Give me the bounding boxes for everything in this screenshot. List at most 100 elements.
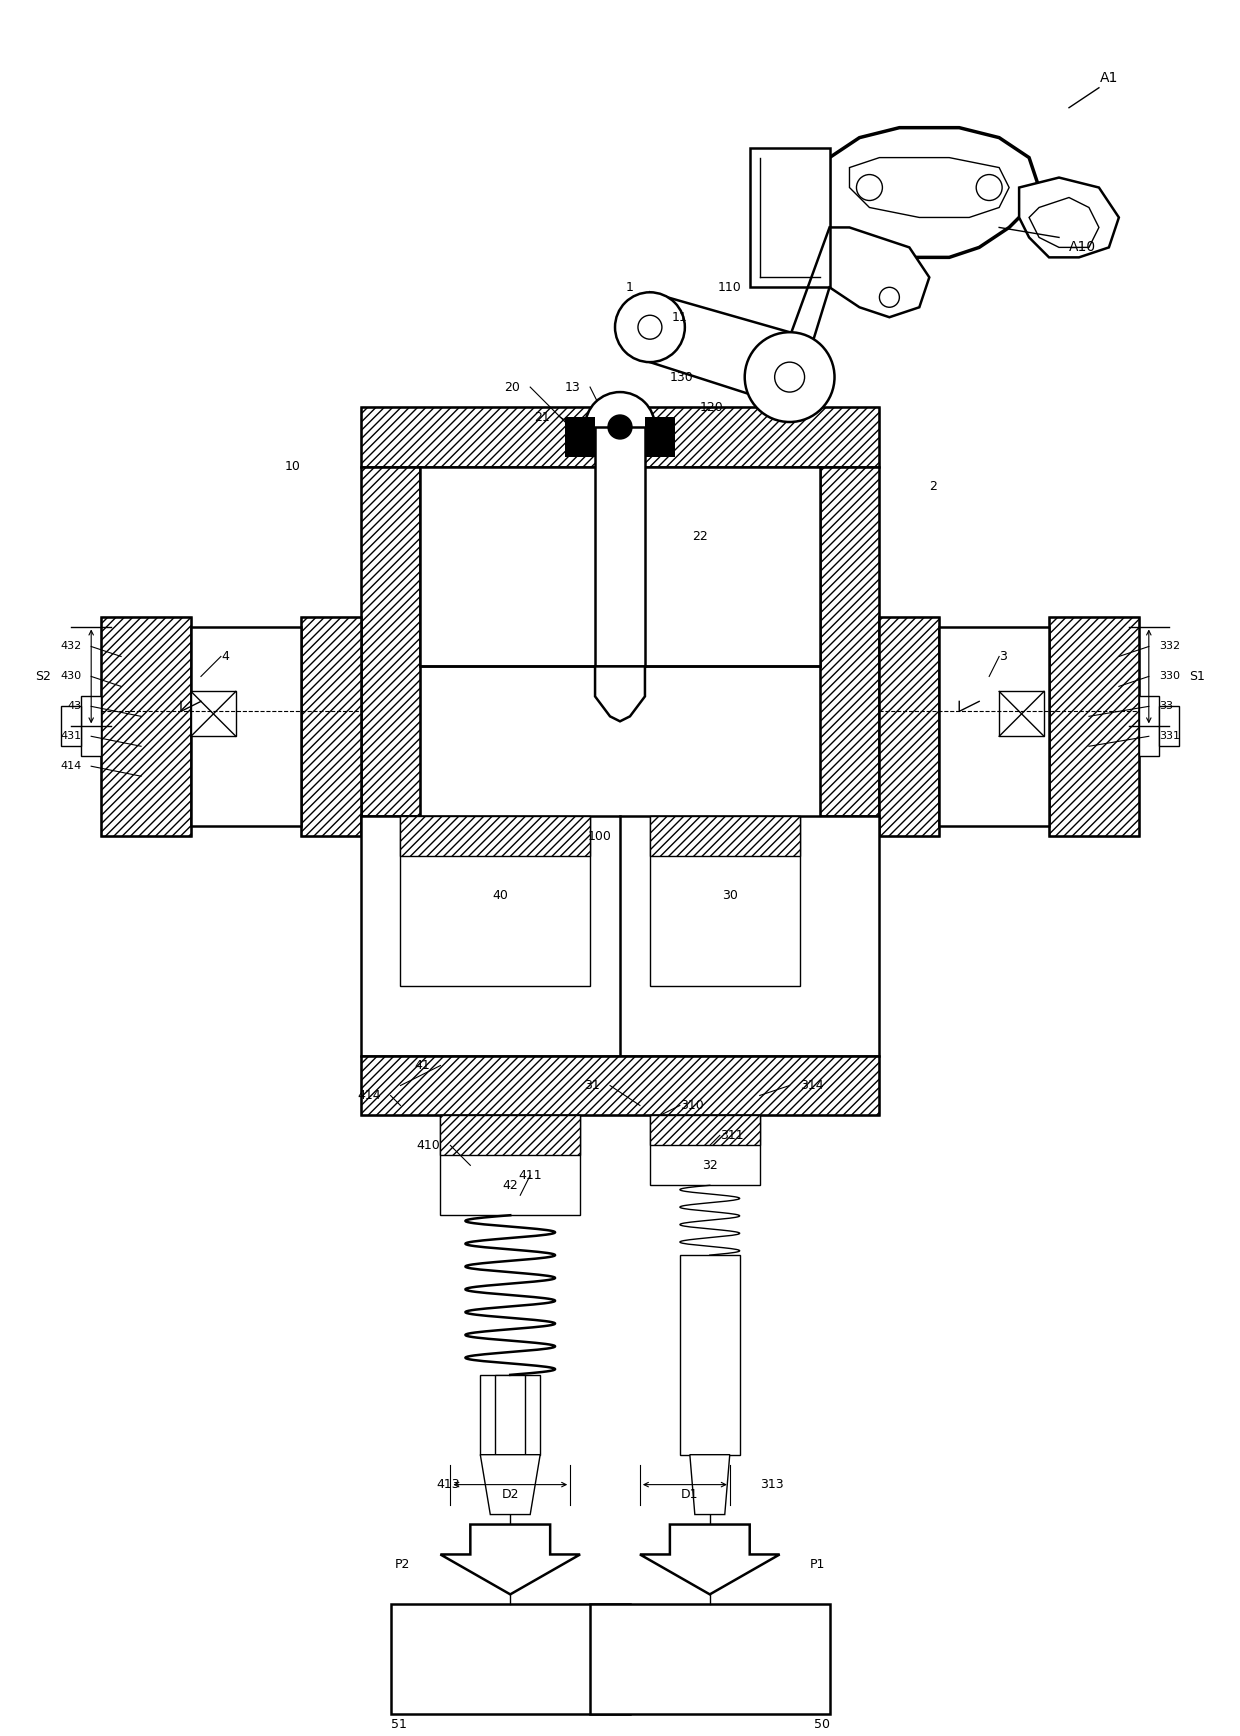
- Polygon shape: [1029, 198, 1099, 248]
- Bar: [750, 148, 830, 286]
- Bar: [939, 627, 1049, 826]
- Bar: [102, 616, 191, 837]
- Text: 413: 413: [436, 1477, 460, 1491]
- Text: S1: S1: [1189, 670, 1204, 682]
- Text: A1: A1: [1100, 71, 1118, 85]
- Bar: [81, 696, 102, 757]
- Circle shape: [775, 363, 805, 392]
- Text: P1: P1: [810, 1557, 825, 1571]
- Text: 314: 314: [800, 1080, 823, 1092]
- Text: 20: 20: [505, 380, 521, 394]
- Text: 313: 313: [760, 1477, 784, 1491]
- Text: 30: 30: [722, 889, 738, 903]
- Circle shape: [637, 316, 662, 339]
- Text: 13: 13: [564, 380, 580, 394]
- Bar: [61, 707, 81, 746]
- Polygon shape: [480, 1455, 541, 1514]
- Circle shape: [615, 292, 684, 363]
- Bar: [191, 691, 236, 736]
- Bar: [361, 816, 879, 1055]
- Text: 3: 3: [999, 649, 1007, 663]
- Bar: [391, 1604, 630, 1713]
- Text: 51: 51: [391, 1717, 407, 1731]
- Text: 42: 42: [502, 1179, 518, 1193]
- Bar: [879, 616, 939, 837]
- Bar: [650, 1116, 760, 1146]
- Text: P2: P2: [396, 1557, 410, 1571]
- Polygon shape: [689, 1455, 730, 1514]
- Polygon shape: [595, 667, 645, 722]
- Text: 120: 120: [699, 401, 724, 413]
- Text: 414: 414: [60, 760, 81, 771]
- Text: 430: 430: [60, 672, 81, 682]
- Bar: [401, 816, 590, 986]
- Polygon shape: [1019, 177, 1118, 257]
- Polygon shape: [440, 1524, 580, 1594]
- Text: A10: A10: [1069, 240, 1096, 255]
- Text: 432: 432: [60, 642, 81, 651]
- Bar: [301, 616, 361, 837]
- Text: 431: 431: [60, 731, 81, 741]
- Text: 32: 32: [702, 1160, 718, 1172]
- Bar: [361, 467, 420, 816]
- Text: 130: 130: [670, 370, 693, 384]
- Text: 411: 411: [518, 1168, 542, 1182]
- Text: 22: 22: [692, 529, 708, 543]
- Bar: [565, 417, 595, 457]
- Bar: [999, 691, 1044, 736]
- Text: 40: 40: [492, 889, 508, 903]
- Text: 10: 10: [285, 460, 301, 474]
- Text: S2: S2: [36, 670, 51, 682]
- Bar: [102, 616, 191, 837]
- Bar: [480, 1375, 541, 1455]
- Text: 100: 100: [588, 830, 613, 842]
- Text: 330: 330: [1159, 672, 1179, 682]
- Bar: [1049, 616, 1138, 837]
- Bar: [361, 1055, 879, 1116]
- Polygon shape: [849, 158, 1009, 217]
- Bar: [650, 816, 800, 986]
- Text: 21: 21: [534, 410, 551, 424]
- Bar: [680, 1255, 740, 1455]
- Text: D1: D1: [681, 1488, 698, 1502]
- Text: 110: 110: [718, 281, 742, 293]
- Text: 33: 33: [1159, 701, 1173, 712]
- Text: 414: 414: [357, 1088, 381, 1102]
- Text: 4: 4: [221, 649, 228, 663]
- Text: 41: 41: [414, 1059, 430, 1073]
- Bar: [361, 406, 879, 467]
- Text: D2: D2: [501, 1488, 520, 1502]
- Text: 410: 410: [417, 1139, 440, 1153]
- Bar: [361, 1055, 879, 1116]
- Bar: [879, 616, 939, 837]
- Circle shape: [879, 286, 899, 307]
- Bar: [1049, 616, 1138, 837]
- Bar: [495, 1375, 526, 1455]
- Bar: [1159, 707, 1179, 746]
- Polygon shape: [830, 128, 1039, 257]
- Circle shape: [976, 175, 1002, 200]
- Text: 311: 311: [719, 1128, 744, 1142]
- Text: 50: 50: [813, 1717, 830, 1731]
- Bar: [420, 467, 820, 667]
- Text: 11: 11: [672, 311, 688, 323]
- Text: 43: 43: [67, 701, 81, 712]
- Bar: [645, 417, 675, 457]
- Text: 2: 2: [929, 481, 937, 493]
- Bar: [361, 406, 879, 467]
- Bar: [401, 816, 590, 856]
- Text: 332: 332: [1159, 642, 1180, 651]
- Text: 331: 331: [1159, 731, 1179, 741]
- Bar: [191, 627, 301, 826]
- Text: 31: 31: [584, 1080, 600, 1092]
- Bar: [650, 816, 800, 856]
- Bar: [361, 467, 420, 816]
- Circle shape: [608, 415, 632, 439]
- Bar: [590, 1604, 830, 1713]
- Circle shape: [745, 332, 835, 422]
- Circle shape: [585, 392, 655, 462]
- Bar: [820, 467, 879, 816]
- Text: 1: 1: [626, 281, 634, 293]
- Bar: [1138, 696, 1159, 757]
- Bar: [301, 616, 361, 837]
